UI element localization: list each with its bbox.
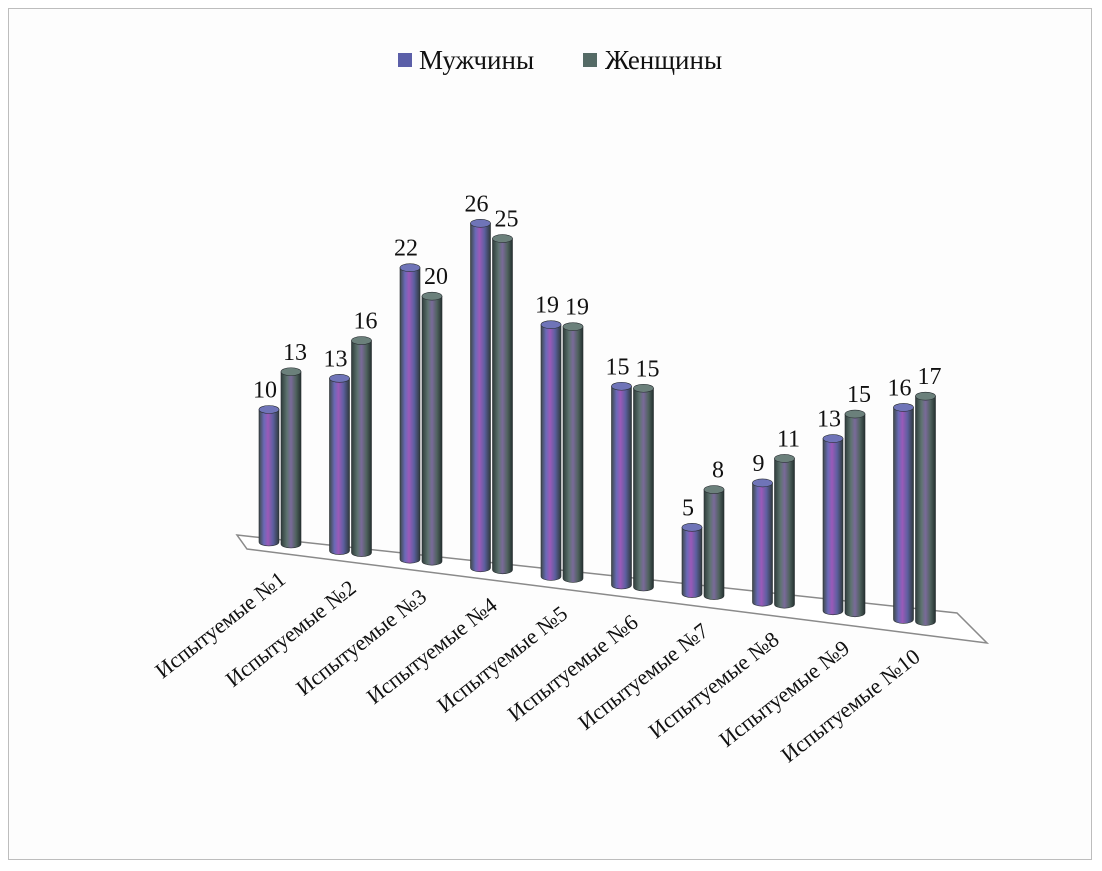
bar-men-8 <box>752 482 773 607</box>
value-label-women-7: 8 <box>712 458 724 484</box>
bar-cap-men-6 <box>611 381 632 391</box>
bar-men-2 <box>329 378 350 555</box>
bars-group <box>258 219 936 626</box>
bar-women-1 <box>280 371 302 549</box>
bar-women-9 <box>844 413 866 618</box>
value-label-men-10: 16 <box>888 375 912 401</box>
legend: Мужчины Женщины <box>398 45 722 75</box>
bar-women-4 <box>492 238 513 575</box>
value-label-women-3: 20 <box>424 264 448 290</box>
bar-women-2 <box>351 340 372 557</box>
value-label-men-1: 10 <box>253 378 277 404</box>
bar-cap-women-3 <box>421 291 443 301</box>
legend-swatch-men <box>398 53 412 67</box>
x-tick-label-10: Испытуемые №10 <box>776 644 925 768</box>
bar-women-7 <box>703 489 725 600</box>
value-label-men-4: 26 <box>465 191 489 217</box>
bar-men-4 <box>470 223 491 573</box>
bar-men-3 <box>399 267 421 564</box>
bar-women-10 <box>915 395 936 626</box>
bar-cap-men-4 <box>470 219 491 228</box>
bar-cap-women-7 <box>703 485 725 494</box>
bar-cap-men-10 <box>893 403 914 412</box>
bar-cap-men-2 <box>329 374 350 383</box>
bar-cap-women-2 <box>351 336 372 345</box>
bar-women-8 <box>774 458 795 609</box>
value-label-men-2: 13 <box>324 346 348 372</box>
legend-label-men: Мужчины <box>419 45 534 75</box>
bar-men-7 <box>681 527 703 598</box>
bar-cap-men-9 <box>822 434 844 443</box>
value-label-women-5: 19 <box>565 295 589 321</box>
legend-swatch-women <box>583 53 597 67</box>
bar-women-5 <box>562 326 584 583</box>
bar-men-5 <box>540 324 562 581</box>
value-label-men-9: 13 <box>817 407 841 433</box>
value-label-women-6: 15 <box>636 356 660 382</box>
bar-cap-women-1 <box>280 367 302 377</box>
value-label-women-10: 17 <box>918 364 942 390</box>
bar-cap-women-4 <box>492 234 513 243</box>
bar-men-6 <box>611 385 632 590</box>
value-label-women-1: 13 <box>283 340 307 366</box>
value-label-men-8: 9 <box>753 451 765 477</box>
bar-cap-men-3 <box>399 263 421 273</box>
value-label-men-5: 19 <box>535 293 559 319</box>
bar-cap-women-9 <box>844 409 866 419</box>
bar-men-1 <box>258 409 280 547</box>
bar-cap-women-8 <box>774 454 795 463</box>
bar-cap-men-1 <box>258 405 280 414</box>
value-label-women-4: 25 <box>495 207 519 233</box>
bar-cap-men-5 <box>540 320 562 329</box>
bar-women-3 <box>421 295 443 566</box>
value-label-men-7: 5 <box>682 495 694 521</box>
value-label-women-8: 11 <box>777 426 800 452</box>
bar-cap-men-7 <box>681 523 703 532</box>
bar-men-10 <box>893 407 914 624</box>
bar-cap-women-5 <box>562 322 584 331</box>
bar-cap-women-10 <box>915 391 936 401</box>
legend-label-women: Женщины <box>605 45 722 75</box>
bar-cap-men-8 <box>752 478 773 488</box>
bar-women-6 <box>633 387 654 592</box>
bar-cap-women-6 <box>633 383 654 393</box>
chart-frame: Мужчины Женщины 10 13 13 16 22 20 26 25 19 19 15 15… <box>8 8 1092 860</box>
value-label-women-2: 16 <box>354 309 378 335</box>
value-label-women-9: 15 <box>847 382 871 408</box>
value-label-men-3: 22 <box>394 236 418 262</box>
value-label-men-6: 15 <box>606 354 630 380</box>
bar-men-9 <box>822 438 844 616</box>
